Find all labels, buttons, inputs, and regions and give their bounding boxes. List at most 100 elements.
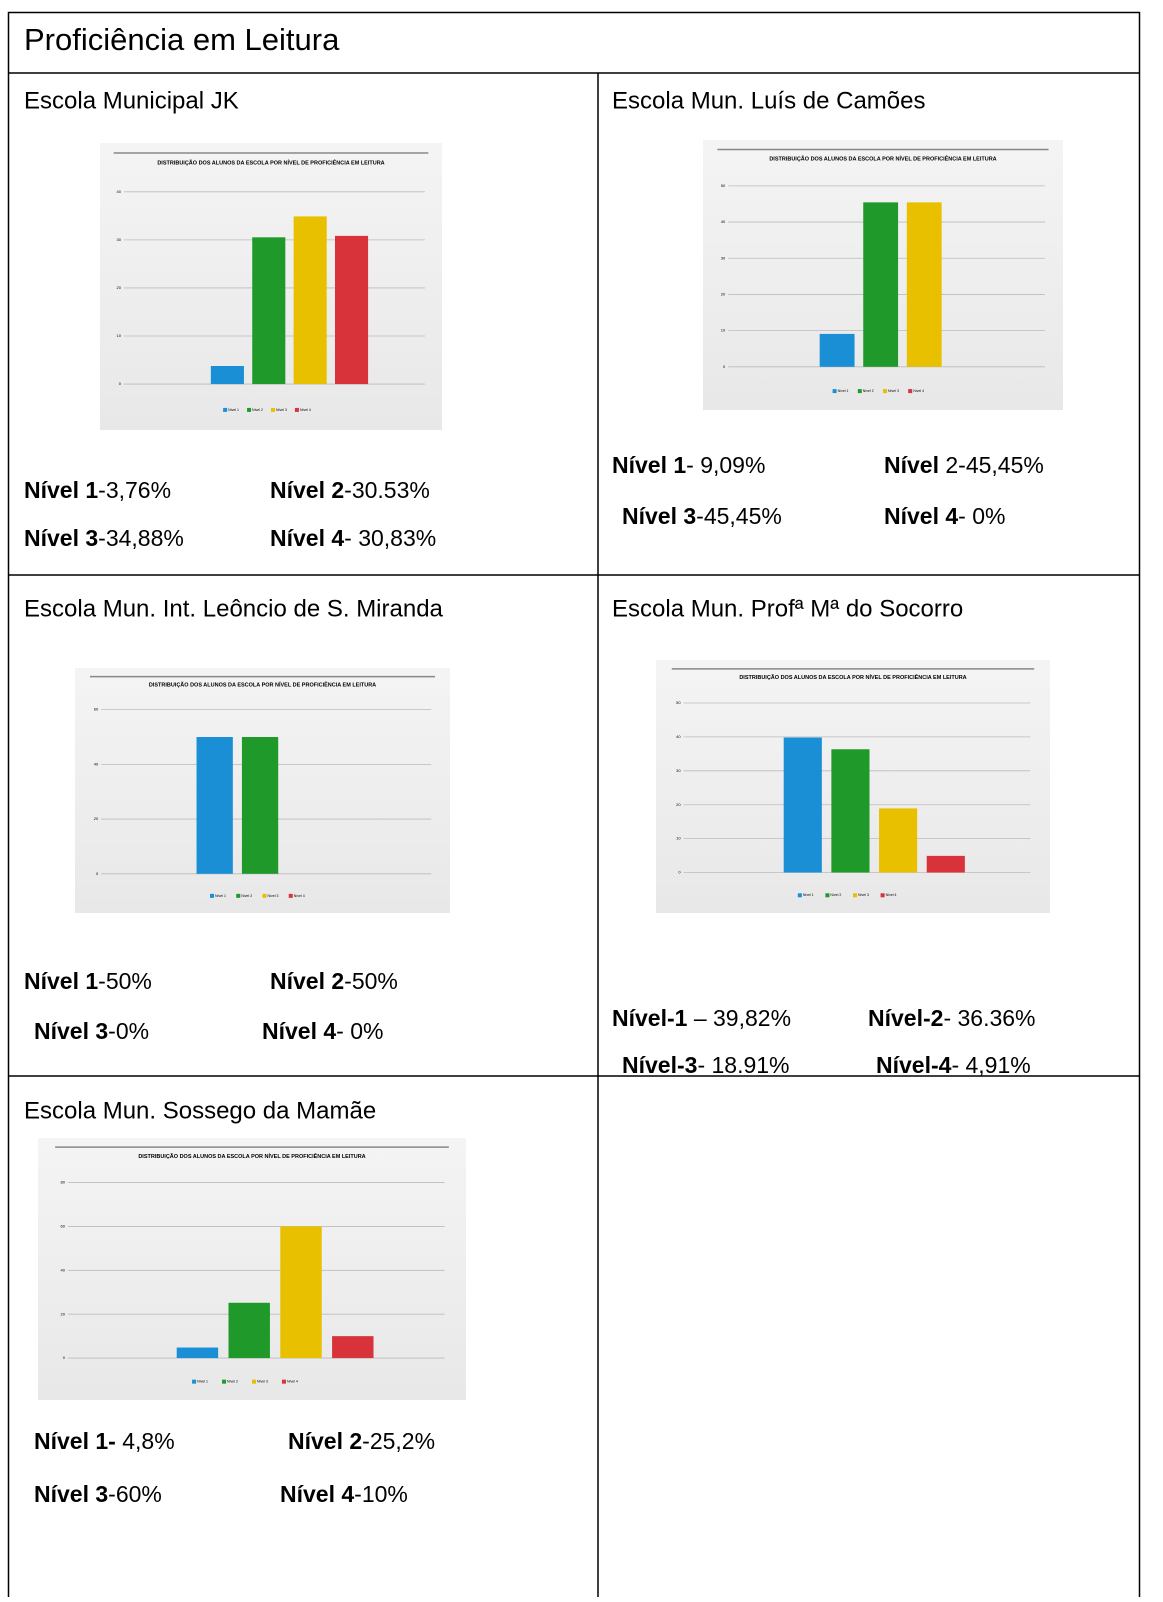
bar bbox=[863, 202, 899, 367]
chart-title: DISTRIBUIÇÃO DOS ALUNOS DA ESCOLA POR NÍ… bbox=[769, 154, 996, 162]
y-tick-label: 10 bbox=[116, 333, 121, 338]
level-label: Nível 3 bbox=[622, 503, 696, 529]
chart-background bbox=[38, 1138, 466, 1400]
legend-label: Nível 3 bbox=[268, 894, 279, 898]
y-tick-label: 20 bbox=[116, 285, 121, 290]
y-tick-label: 50 bbox=[721, 183, 726, 188]
legend-swatch bbox=[262, 893, 267, 898]
level-value: -50% bbox=[98, 968, 152, 994]
level-result: Nível 3-0% bbox=[34, 1018, 149, 1044]
level-label: Nível 1- bbox=[34, 1428, 116, 1454]
bar bbox=[783, 737, 822, 873]
school-name: Escola Municipal JK bbox=[24, 87, 239, 114]
level-value: -3,76% bbox=[98, 477, 171, 503]
chart: DISTRIBUIÇÃO DOS ALUNOS DA ESCOLA POR NÍ… bbox=[703, 140, 1063, 410]
level-value: -34,88% bbox=[98, 525, 184, 551]
level-value: - 4,91% bbox=[951, 1052, 1030, 1078]
level-value: - 0% bbox=[958, 503, 1005, 529]
level-value: - 9,09% bbox=[686, 452, 765, 478]
bar bbox=[293, 216, 327, 385]
level-result: Nível 1-3,76% bbox=[24, 477, 171, 503]
level-result: Nível 2-45,45% bbox=[884, 452, 1044, 478]
legend-label: Nível 1 bbox=[197, 1380, 208, 1384]
level-value: -0% bbox=[108, 1018, 149, 1044]
chart: DISTRIBUIÇÃO DOS ALUNOS DA ESCOLA POR NÍ… bbox=[656, 660, 1050, 913]
level-label: Nível 4 bbox=[884, 503, 958, 529]
legend-label: Nível 4 bbox=[294, 894, 305, 898]
school-name: Escola Mun. Int. Leôncio de S. Miranda bbox=[24, 595, 444, 622]
level-label: Nível 2 bbox=[288, 1428, 362, 1454]
level-result: Nível 2-30.53% bbox=[270, 477, 430, 503]
level-value: -60% bbox=[108, 1481, 162, 1507]
y-tick-label: 60 bbox=[61, 1223, 66, 1228]
level-value: 4,8% bbox=[116, 1428, 175, 1454]
legend-label: Nível 3 bbox=[858, 893, 869, 897]
legend-label: Nível 1 bbox=[838, 389, 849, 393]
bar bbox=[210, 366, 244, 385]
level-result: Nível-4- 4,91% bbox=[876, 1052, 1031, 1078]
legend-swatch bbox=[288, 893, 293, 898]
level-label: Nível 4 bbox=[262, 1018, 336, 1044]
legend-label: Nível 4 bbox=[300, 408, 311, 412]
level-result: Nível 4- 0% bbox=[262, 1018, 383, 1044]
chart-title: DISTRIBUIÇÃO DOS ALUNOS DA ESCOLA POR NÍ… bbox=[157, 159, 384, 167]
level-value: – 39,82% bbox=[687, 1005, 791, 1031]
legend-label: Nível 1 bbox=[803, 893, 814, 897]
legend-swatch bbox=[857, 389, 862, 394]
level-label: Nível-3 bbox=[622, 1052, 697, 1078]
chart-title: DISTRIBUIÇÃO DOS ALUNOS DA ESCOLA POR NÍ… bbox=[149, 681, 376, 689]
legend-label: Nível 2 bbox=[830, 893, 841, 897]
legend-label: Nível 3 bbox=[276, 408, 287, 412]
bar bbox=[252, 237, 286, 385]
level-value: -30.53% bbox=[344, 477, 430, 503]
bar bbox=[241, 737, 279, 874]
legend-swatch bbox=[236, 893, 241, 898]
bar bbox=[176, 1347, 219, 1359]
level-label: Nível-1 bbox=[612, 1005, 688, 1031]
level-value: - 36.36% bbox=[943, 1005, 1035, 1031]
level-result: Nível-3- 18.91% bbox=[622, 1052, 790, 1078]
legend-swatch bbox=[880, 893, 885, 898]
level-result: Nível 3-34,88% bbox=[24, 525, 184, 551]
legend-swatch bbox=[223, 407, 228, 412]
level-value: 2-45,45% bbox=[939, 452, 1044, 478]
y-tick-label: 20 bbox=[61, 1311, 66, 1316]
level-result: Nível 1-50% bbox=[24, 968, 152, 994]
y-tick-label: 0 bbox=[119, 381, 122, 386]
level-label: Nível 1 bbox=[24, 477, 98, 503]
legend-label: Nível 2 bbox=[863, 389, 874, 393]
y-tick-label: 0 bbox=[723, 364, 726, 369]
bar bbox=[332, 1336, 374, 1359]
level-label: Nível-4 bbox=[876, 1052, 952, 1078]
legend-swatch bbox=[825, 893, 830, 898]
legend-swatch bbox=[908, 389, 913, 394]
y-tick-label: 40 bbox=[676, 734, 681, 739]
level-result: Nível 2-25,2% bbox=[288, 1428, 435, 1454]
chart-title: DISTRIBUIÇÃO DOS ALUNOS DA ESCOLA POR NÍ… bbox=[739, 673, 966, 681]
level-result: Nível 1- 4,8% bbox=[34, 1428, 175, 1454]
bar bbox=[906, 202, 942, 367]
level-result: Nível 2-50% bbox=[270, 968, 398, 994]
table-border bbox=[7, 11, 1141, 1602]
legend-label: Nível 1 bbox=[215, 894, 226, 898]
level-value: - 18.91% bbox=[697, 1052, 789, 1078]
page-title: Proficiência em Leitura bbox=[24, 22, 340, 57]
legend-swatch bbox=[247, 407, 252, 412]
chart: DISTRIBUIÇÃO DOS ALUNOS DA ESCOLA POR NÍ… bbox=[100, 143, 442, 430]
legend-swatch bbox=[271, 407, 275, 412]
level-label: Nível 2 bbox=[270, 477, 344, 503]
y-tick-label: 0 bbox=[678, 870, 681, 875]
bar bbox=[879, 808, 918, 873]
level-result: Nível 4- 0% bbox=[884, 503, 1005, 529]
legend-swatch bbox=[281, 1379, 286, 1384]
y-tick-label: 40 bbox=[116, 189, 121, 194]
chart: DISTRIBUIÇÃO DOS ALUNOS DA ESCOLA POR NÍ… bbox=[38, 1138, 466, 1400]
level-label: Nível 3 bbox=[24, 525, 98, 551]
y-tick-label: 20 bbox=[721, 292, 726, 297]
level-result: Nível 3-60% bbox=[34, 1481, 162, 1507]
level-label: Nível 4 bbox=[280, 1481, 354, 1507]
y-tick-label: 20 bbox=[676, 802, 681, 807]
y-tick-label: 30 bbox=[116, 237, 121, 242]
level-result: Nível-1 – 39,82% bbox=[612, 1005, 791, 1031]
